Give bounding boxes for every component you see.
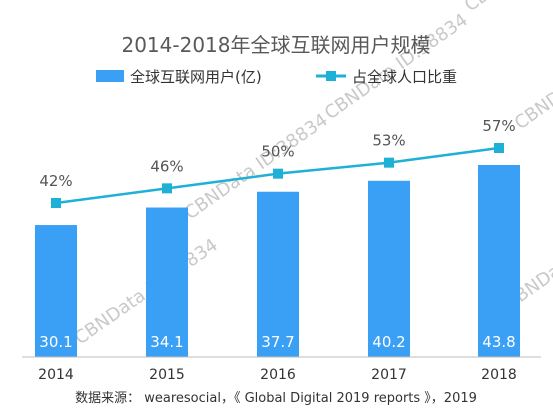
bar-value-label-2017: 40.2 [372,333,405,351]
chart-title: 2014-2018年全球互联网用户规模 [121,33,430,57]
x-tick-2016: 2016 [260,367,296,383]
legend-line-label: 占全球人口比重 [352,68,457,86]
source-note: 数据来源： wearesocial，《 Global Digital 2019 … [75,391,477,406]
bar-value-label-2014: 30.1 [39,333,72,351]
legend-line-marker [326,71,336,81]
watermark-text: CBNData ID:38834 [321,10,472,124]
line-marker-2016 [273,168,283,179]
line-value-label-2018: 57% [482,117,515,135]
watermark-text: CBNData ID:38834 [181,110,332,224]
legend-bar-swatch [96,70,124,82]
line-value-label-2017: 53% [372,132,405,150]
bar-2017 [368,180,410,357]
line-value-label-2014: 42% [39,172,72,190]
bar-2018 [478,165,520,357]
bar-2016 [257,191,299,357]
legend-bar-label: 全球互联网用户(亿) [130,68,262,86]
legend: 全球互联网用户(亿) 占全球人口比重 [96,68,457,86]
bar-value-label-2015: 34.1 [150,333,183,351]
line-marker-2017 [384,157,394,168]
x-tick-2018: 2018 [481,367,517,383]
bar-value-labels: 30.1 34.1 37.7 40.2 43.8 [39,333,515,351]
x-tick-2017: 2017 [371,367,407,383]
bar-2015 [146,207,188,357]
watermark-text: CBNData ID:38834 [511,20,553,134]
line-marker-2018 [494,143,504,153]
line-value-label-2016: 50% [261,143,294,161]
line-value-label-2015: 46% [150,157,183,175]
bar-series [35,165,520,357]
x-tick-2014: 2014 [38,367,74,383]
bar-value-label-2018: 43.8 [482,333,515,351]
x-tick-2015: 2015 [149,367,185,383]
line-series [51,143,504,208]
line-marker-2015 [162,183,172,194]
line-marker-2014 [51,198,61,208]
line-value-labels: 42% 46% 50% 53% 57% [39,117,515,190]
bar-value-label-2016: 37.7 [261,333,294,351]
bar-2014 [35,225,77,357]
x-axis-ticks: 2014 2015 2016 2017 2018 [38,367,517,383]
watermark-text: CBNData ID:38834 [461,0,553,16]
